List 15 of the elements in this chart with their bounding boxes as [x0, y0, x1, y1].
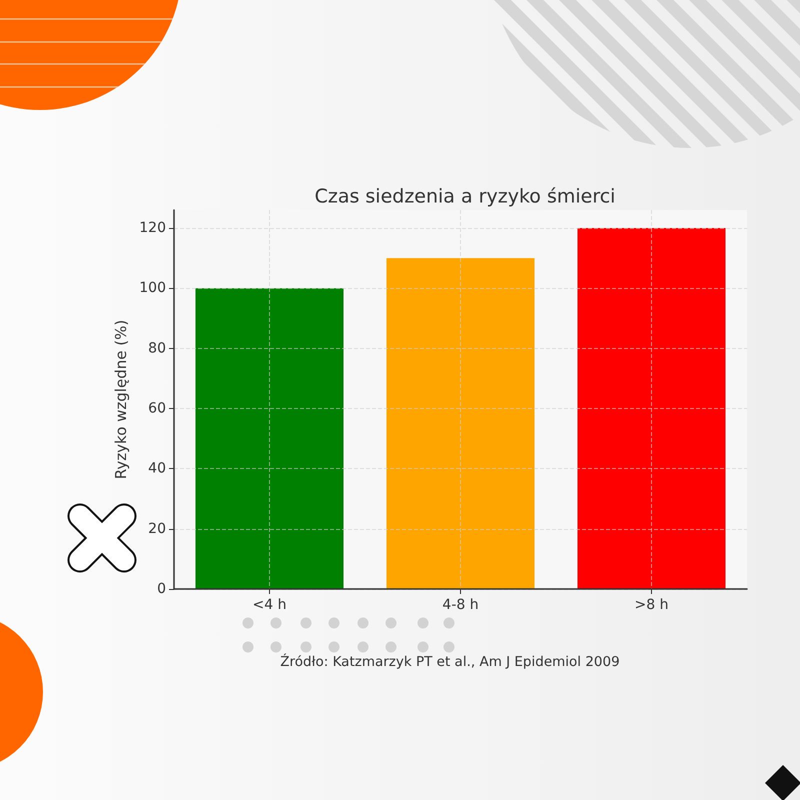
bar: [195, 288, 344, 589]
y-tick-label: 20: [148, 520, 166, 537]
y-tick-label: 120: [139, 220, 166, 236]
x-tick-label: 4-8 h: [442, 597, 479, 613]
y-tick-label: 80: [148, 340, 166, 356]
y-tick-label: 60: [148, 400, 166, 417]
text: Źródło: Katzmarzyk PT et al., Am J Epidemiol 2009: [280, 653, 620, 670]
x-tick-label: <4 h: [252, 597, 286, 613]
x-tick-label: >8 h: [634, 597, 668, 613]
y-tick-label: 100: [139, 280, 166, 296]
y-axis-title: Ryzyko względne (%): [112, 320, 130, 480]
y-tick-label: 0: [157, 581, 166, 597]
y-tick-label: 40: [148, 460, 166, 477]
chart-title: Czas siedzenia a ryzyko śmierci: [314, 186, 616, 208]
bar: [386, 258, 535, 589]
